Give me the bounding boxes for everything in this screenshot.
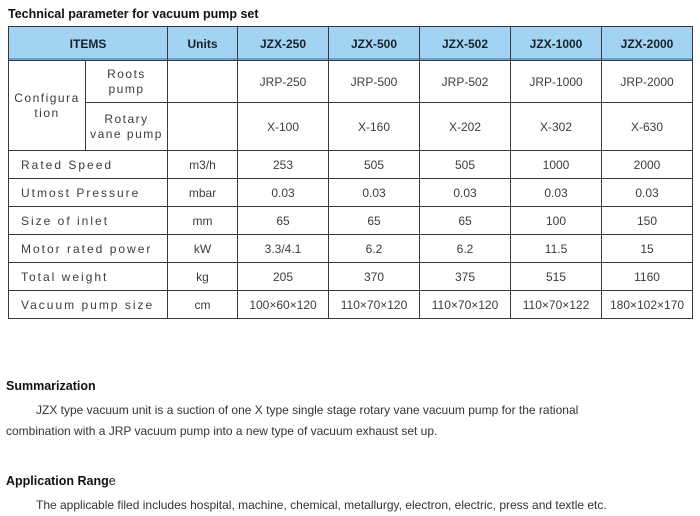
table-row-rotary-vane-pump: Rotary vane pump X-100 X-160 X-202 X-302… (9, 102, 694, 151)
application-range-text: The applicable filed includes hospital, … (36, 498, 607, 512)
cell-value: 65 (328, 206, 421, 235)
cell-value: X-160 (328, 102, 421, 151)
cell-value: JRP-502 (419, 60, 512, 103)
row-units: cm (167, 290, 239, 319)
cell-value: 15 (601, 234, 694, 263)
cell-value: 2000 (601, 150, 694, 179)
cell-value: 0.03 (237, 178, 330, 207)
cell-value: 65 (419, 206, 512, 235)
cell-value: X-202 (419, 102, 512, 151)
row-units: kg (167, 262, 239, 291)
table-row-size-of-inlet: Size of inlet mm 65 65 65 100 150 (7, 206, 694, 235)
rotary-vane-pump-units (167, 102, 239, 151)
table-row-total-weight: Total weight kg 205 370 375 515 1160 (7, 262, 694, 291)
cell-value: 205 (237, 262, 330, 291)
page-title: Technical parameter for vacuum pump set (8, 7, 259, 21)
row-units: mbar (167, 178, 239, 207)
header-jzx-1000: JZX-1000 (510, 26, 603, 61)
configuration-label: Configuration (8, 60, 86, 151)
row-units: m3/h (167, 150, 239, 179)
row-label: Utmost Pressure (7, 178, 169, 207)
cell-value: JRP-250 (237, 60, 330, 103)
table-row-vacuum-pump-size: Vacuum pump size cm 100×60×120 110×70×12… (7, 290, 694, 319)
cell-value: 375 (419, 262, 512, 291)
cell-value: 150 (601, 206, 694, 235)
cell-value: 515 (510, 262, 603, 291)
cell-value: 505 (328, 150, 421, 179)
application-range-heading-tail: e (108, 474, 116, 488)
cell-value: 11.5 (510, 234, 603, 263)
row-label: Vacuum pump size (7, 290, 169, 319)
row-label: Motor rated power (7, 234, 169, 263)
row-label: Total weight (7, 262, 169, 291)
cell-value: 110×70×120 (328, 290, 421, 319)
row-units: kW (167, 234, 239, 263)
roots-pump-units (167, 60, 239, 103)
cell-value: 110×70×120 (419, 290, 512, 319)
header-jzx-2000: JZX-2000 (601, 26, 694, 61)
row-label: Rated Speed (7, 150, 169, 179)
table-row-motor-rated-power: Motor rated power kW 3.3/4.1 6.2 6.2 11.… (7, 234, 694, 263)
header-jzx-250: JZX-250 (237, 26, 330, 61)
summarization-section: Summarization JZX type vacuum unit is a … (0, 379, 700, 442)
cell-value: 3.3/4.1 (237, 234, 330, 263)
cell-value: 100 (510, 206, 603, 235)
cell-value: 0.03 (510, 178, 603, 207)
cell-value: X-302 (510, 102, 603, 151)
cell-value: JRP-1000 (510, 60, 603, 103)
cell-value: 65 (237, 206, 330, 235)
application-range-heading-bold: Application Rang (6, 474, 109, 488)
header-jzx-502: JZX-502 (419, 26, 512, 61)
cell-value: 0.03 (419, 178, 512, 207)
cell-value: 253 (237, 150, 330, 179)
cell-value: 0.03 (328, 178, 421, 207)
cell-value: X-100 (237, 102, 330, 151)
spec-table: ITEMS Units JZX-250 JZX-500 JZX-502 JZX-… (7, 26, 694, 319)
cell-value: 6.2 (419, 234, 512, 263)
cell-value: 505 (419, 150, 512, 179)
cell-value: 180×102×170 (601, 290, 694, 319)
cell-value: 1000 (510, 150, 603, 179)
row-label: Size of inlet (7, 206, 169, 235)
application-range-section: Application Range The applicable filed i… (0, 474, 700, 516)
header-jzx-500: JZX-500 (328, 26, 421, 61)
application-range-heading: Application Range (6, 474, 700, 488)
cell-value: JRP-500 (328, 60, 421, 103)
rotary-vane-pump-label: Rotary vane pump (84, 102, 169, 151)
cell-value: 370 (328, 262, 421, 291)
summarization-text: JZX type vacuum unit is a suction of one… (6, 403, 579, 438)
summarization-heading: Summarization (6, 379, 96, 393)
cell-value: 0.03 (601, 178, 694, 207)
header-units: Units (167, 26, 239, 61)
cell-value: 110×70×122 (510, 290, 603, 319)
table-row-utmost-pressure: Utmost Pressure mbar 0.03 0.03 0.03 0.03… (7, 178, 694, 207)
cell-value: 6.2 (328, 234, 421, 263)
header-row: ITEMS Units JZX-250 JZX-500 JZX-502 JZX-… (7, 26, 694, 61)
table-row-rated-speed: Rated Speed m3/h 253 505 505 1000 2000 (7, 150, 694, 179)
roots-pump-label: Roots pump (84, 60, 169, 103)
table-row-roots-pump: Configuration Roots pump JRP-250 JRP-500… (8, 60, 694, 151)
cell-value: 1160 (601, 262, 694, 291)
cell-value: X-630 (601, 102, 694, 151)
row-units: mm (167, 206, 239, 235)
cell-value: 100×60×120 (237, 290, 330, 319)
header-items: ITEMS (7, 26, 169, 61)
cell-value: JRP-2000 (601, 60, 694, 103)
